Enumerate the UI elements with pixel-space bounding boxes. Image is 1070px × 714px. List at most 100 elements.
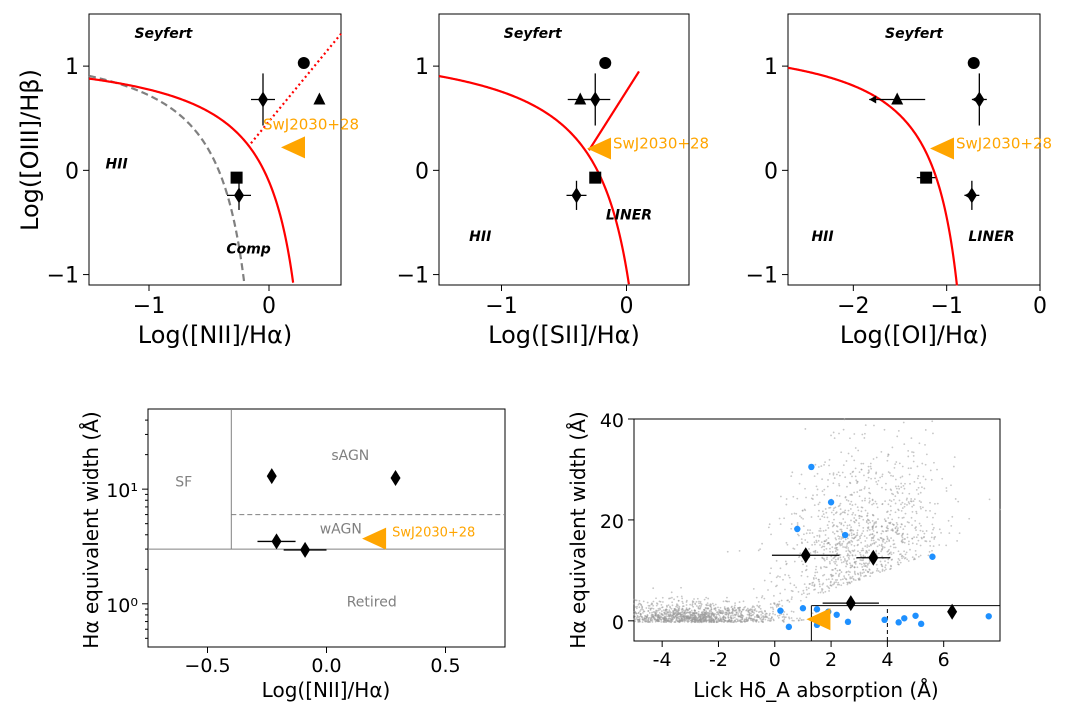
galaxy-dot — [894, 485, 897, 488]
galaxy-dot — [633, 610, 636, 613]
galaxy-dot — [860, 510, 863, 513]
galaxy-dot — [854, 447, 857, 449]
galaxy-dot — [792, 495, 795, 498]
galaxy-dot — [681, 597, 684, 600]
galaxy-dot — [908, 521, 910, 524]
y-tick-label: 1 — [764, 55, 778, 80]
galaxy-dot — [681, 607, 684, 610]
galaxy-dot — [921, 530, 924, 533]
x-tick-label: 2 — [825, 649, 837, 671]
diamond-point — [258, 91, 268, 108]
galaxy-dot — [853, 537, 855, 540]
galaxy-dot — [642, 600, 645, 603]
galaxy-dot — [685, 608, 688, 611]
galaxy-dot — [837, 574, 840, 576]
galaxy-dot — [706, 602, 709, 605]
galaxy-dot — [670, 621, 673, 624]
galaxy-dot — [911, 511, 914, 513]
galaxy-dot — [885, 520, 887, 523]
galaxy-dot — [933, 461, 935, 464]
galaxy-dot — [868, 497, 871, 500]
galaxy-dot — [850, 526, 853, 529]
galaxy-dot — [804, 428, 807, 430]
galaxy-dot — [803, 583, 806, 585]
galaxy-dot — [815, 485, 818, 488]
galaxy-dot — [903, 538, 906, 540]
galaxy-dot — [645, 620, 648, 623]
galaxy-dot — [800, 574, 803, 577]
galaxy-dot — [651, 611, 653, 614]
galaxy-dot — [651, 621, 654, 623]
galaxy-dot — [863, 486, 866, 488]
galaxy-dot — [719, 616, 722, 619]
galaxy-dot — [781, 616, 784, 618]
galaxy-dot — [842, 561, 845, 563]
galaxy-dot — [932, 545, 935, 548]
galaxy-dot — [814, 549, 817, 552]
region-label: SF — [175, 475, 192, 491]
galaxy-dot — [840, 528, 843, 531]
galaxy-dot — [724, 608, 727, 610]
galaxy-dot — [856, 491, 859, 493]
galaxy-dot — [834, 567, 837, 570]
galaxy-dot — [889, 505, 892, 508]
galaxy-dot — [850, 455, 853, 458]
galaxy-dot — [799, 617, 801, 620]
galaxy-dot — [813, 584, 816, 587]
galaxy-dot — [793, 512, 796, 515]
galaxy-dot — [709, 616, 712, 619]
galaxy-dot — [876, 483, 879, 486]
galaxy-dot — [743, 618, 746, 621]
galaxy-dot — [806, 529, 809, 531]
galaxy-dot — [917, 475, 920, 477]
galaxy-dot — [709, 605, 712, 608]
galaxy-dot — [829, 573, 832, 576]
galaxy-dot — [798, 482, 801, 485]
lick-frame — [633, 418, 1001, 642]
galaxy-dot — [866, 514, 869, 517]
galaxy-dot — [747, 610, 749, 612]
galaxy-dot — [902, 421, 905, 424]
galaxy-dot — [729, 620, 732, 623]
region-label: Seyfert — [885, 26, 944, 42]
galaxy-dot — [816, 534, 819, 537]
galaxy-dot — [748, 611, 751, 614]
galaxy-dot — [700, 603, 703, 606]
galaxy-dot — [822, 513, 825, 516]
galaxy-dot — [912, 460, 915, 463]
galaxy-dot — [641, 621, 644, 623]
galaxy-dot — [826, 556, 828, 559]
galaxy-dot — [845, 565, 847, 568]
galaxy-dot — [703, 616, 706, 619]
galaxy-dot — [694, 614, 697, 617]
galaxy-dot — [799, 599, 802, 602]
galaxy-dot — [912, 504, 915, 507]
region-label: Seyfert — [504, 26, 563, 42]
galaxy-dot — [833, 581, 836, 584]
galaxy-dot — [913, 536, 915, 539]
galaxy-dot — [690, 609, 693, 612]
galaxy-dot — [924, 509, 927, 512]
galaxy-dot — [906, 503, 908, 506]
x-tick-label: -4 — [653, 649, 672, 671]
galaxy-dot — [748, 617, 751, 620]
galaxy-dot — [697, 616, 700, 619]
galaxy-dot — [868, 545, 871, 548]
galaxy-dot — [813, 583, 816, 586]
galaxy-dot — [903, 503, 906, 505]
y-tick-label: 20 — [600, 511, 624, 533]
galaxy-dot — [858, 471, 861, 474]
galaxy-dot — [825, 547, 828, 550]
galaxy-dot — [847, 541, 850, 544]
galaxy-dot — [948, 532, 951, 535]
galaxy-dot — [885, 568, 887, 571]
galaxy-dot — [873, 541, 876, 544]
galaxy-dot — [893, 543, 896, 545]
galaxy-dot — [871, 520, 874, 522]
galaxy-dot — [869, 575, 872, 578]
galaxy-dot — [851, 564, 854, 567]
galaxy-dot — [914, 549, 917, 552]
galaxy-dot — [862, 568, 864, 571]
galaxy-dot — [945, 544, 948, 547]
galaxy-dot — [836, 579, 839, 581]
